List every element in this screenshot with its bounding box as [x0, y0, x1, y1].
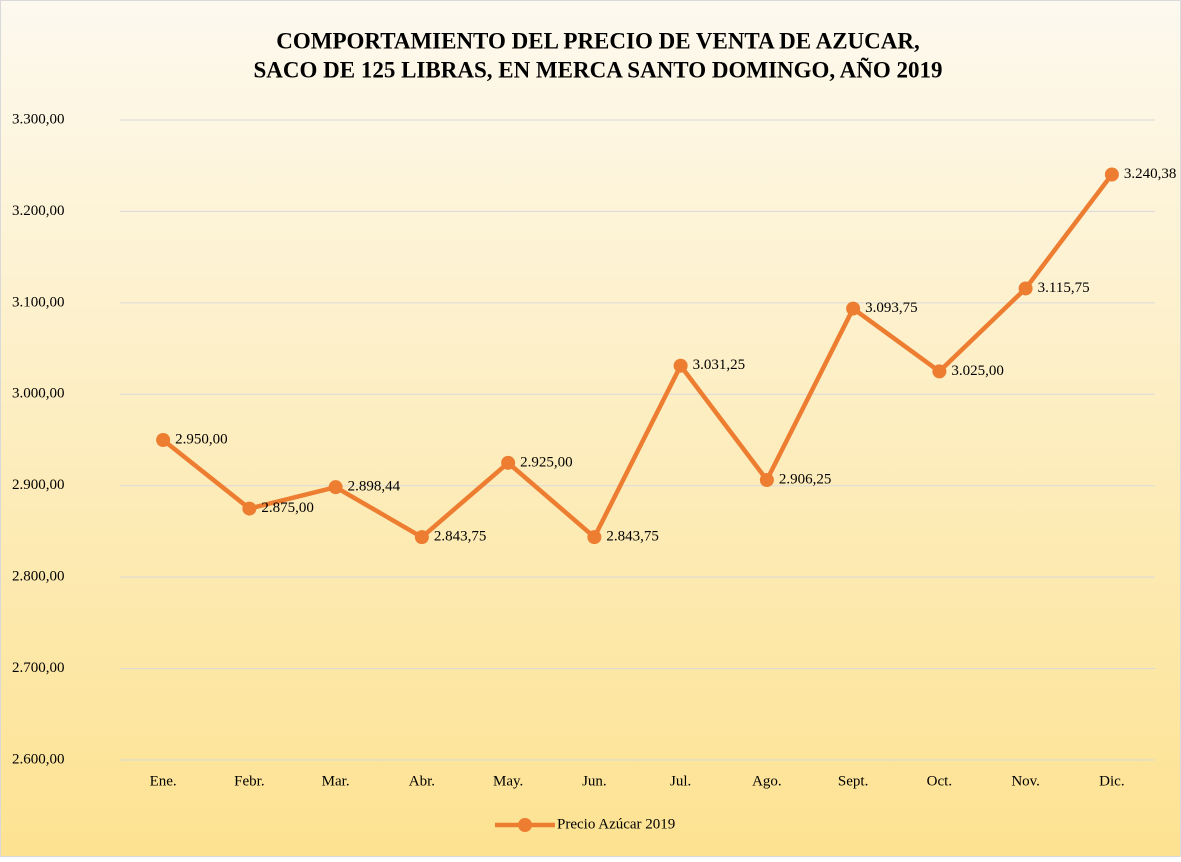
data-point: [759, 473, 774, 487]
legend-label: Precio Azúcar 2019: [557, 816, 675, 832]
data-label: 2.950,00: [175, 431, 228, 447]
chart-title: SACO DE 125 LIBRAS, EN MERCA SANTO DOMIN…: [253, 57, 942, 82]
y-tick-label: 3.000,00: [12, 386, 65, 402]
series-line: [161, 173, 1114, 540]
data-point: [156, 433, 171, 447]
x-tick-label: Mar.: [322, 773, 350, 789]
x-tick-label: Nov.: [1011, 773, 1040, 789]
data-label: 3.031,25: [693, 357, 746, 373]
y-tick-label: 2.600,00: [12, 751, 65, 767]
data-label: 2.906,25: [779, 471, 832, 487]
data-point: [932, 364, 947, 379]
x-tick-label: May.: [493, 773, 523, 789]
chart-title: COMPORTAMIENTO DEL PRECIO DE VENTA DE AZ…: [276, 28, 919, 53]
data-point: [846, 301, 861, 316]
data-label: 3.240,38: [1124, 166, 1177, 182]
data-point: [673, 358, 688, 373]
data-point: [501, 455, 516, 470]
data-point: [414, 530, 429, 545]
data-point: [328, 480, 343, 495]
x-tick-label: Febr.: [234, 773, 264, 789]
y-tick-label: 2.900,00: [12, 477, 65, 493]
data-label: 2.925,00: [520, 454, 573, 470]
y-tick-label: 3.300,00: [12, 111, 65, 127]
x-tick-label: Ene.: [150, 773, 177, 789]
data-label: 3.093,75: [865, 300, 918, 316]
data-point: [1018, 281, 1033, 296]
data-label: 3.115,75: [1038, 280, 1090, 296]
y-tick-label: 3.200,00: [12, 203, 65, 219]
x-tick-label: Sept.: [838, 773, 868, 789]
data-point: [587, 530, 602, 545]
legend-swatch: [518, 818, 532, 832]
y-tick-label: 2.800,00: [12, 569, 65, 585]
x-tick-label: Jun.: [582, 773, 607, 789]
data-label: 2.843,75: [606, 529, 659, 545]
x-tick-label: Dic.: [1099, 773, 1124, 789]
y-tick-label: 2.700,00: [12, 660, 65, 676]
data-label: 2.875,00: [261, 500, 314, 516]
data-point: [242, 501, 257, 516]
x-tick-label: Ago.: [752, 773, 782, 789]
x-tick-label: Oct.: [927, 773, 952, 789]
x-tick-label: Abr.: [409, 773, 435, 789]
data-point: [1104, 167, 1119, 182]
data-label: 3.025,00: [951, 363, 1004, 379]
y-tick-label: 3.100,00: [12, 294, 65, 310]
data-label: 2.843,75: [434, 529, 487, 545]
x-tick-label: Jul.: [670, 773, 691, 789]
data-label: 2.898,44: [348, 479, 401, 495]
